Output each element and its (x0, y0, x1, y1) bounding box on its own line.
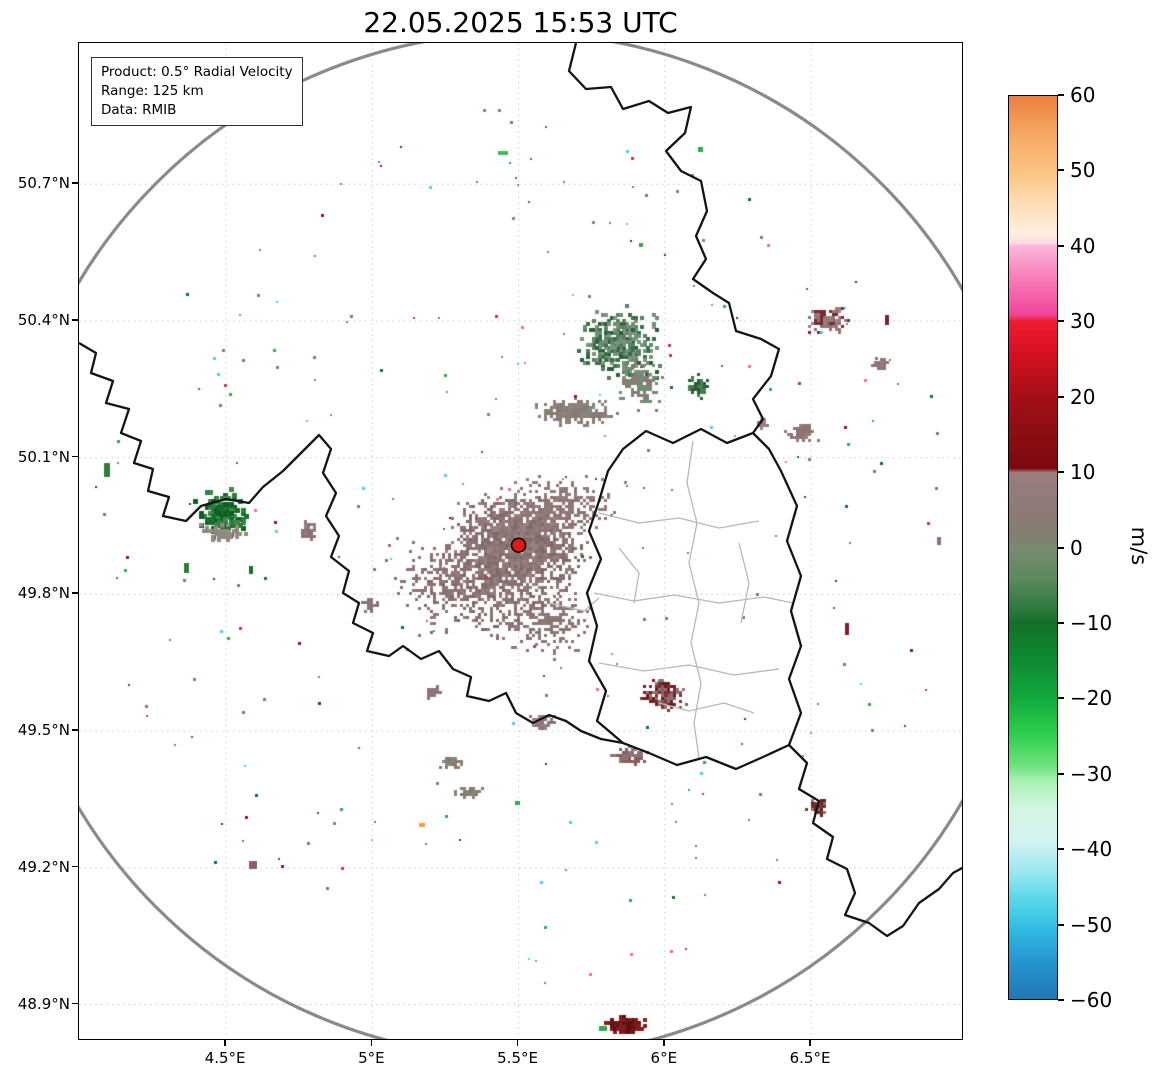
colorbar-tick-label: −20 (1070, 686, 1113, 711)
colorbar-tick-label: −50 (1070, 912, 1113, 937)
figure-title: 22.05.2025 15:53 UTC (363, 6, 678, 39)
colorbar-tick-mark (1058, 999, 1064, 1001)
lon-tick-mark (663, 1040, 665, 1046)
district-border-line (738, 542, 750, 624)
colorbar-tick-mark (1058, 621, 1064, 624)
country-border-line (788, 744, 962, 938)
lat-tick-mark (72, 592, 78, 594)
lon-tick-mark (516, 1040, 519, 1046)
colorbar-tick-label: −10 (1070, 610, 1113, 635)
colorbar-tick-mark (1058, 471, 1064, 474)
colorbar-tick-mark (1058, 320, 1064, 323)
country-border-line (567, 43, 781, 434)
colorbar-unit-label: m/s (1127, 526, 1152, 566)
lon-tick-label: 4.5°E (204, 1049, 246, 1067)
colorbar-tick-mark (1058, 848, 1064, 851)
colorbar-tick-mark (1058, 169, 1064, 172)
colorbar-gradient (1009, 96, 1057, 999)
lat-tick-label: 49.5°N (17, 721, 70, 740)
colorbar-tick-label: 30 (1070, 309, 1096, 334)
colorbar-tick-label: −30 (1070, 761, 1113, 786)
colorbar-tick-label: −40 (1070, 837, 1113, 862)
colorbar-tick-label: 50 (1070, 158, 1096, 183)
range-line: Range: 125 km (101, 83, 204, 100)
colorbar-tick-mark (1058, 395, 1064, 398)
lon-tick-label: 5°E (358, 1049, 385, 1067)
product-info-box: Product: 0.5° Radial Velocity Range: 125… (91, 57, 303, 127)
borders-layer (79, 43, 962, 938)
colorbar-tick-label: −60 (1070, 988, 1113, 1012)
lat-tick-mark (72, 729, 78, 731)
lat-tick-label: 48.9°N (17, 994, 70, 1013)
colorbar-tick-label: 60 (1070, 83, 1096, 107)
lon-tick-label: 6°E (650, 1049, 678, 1067)
lat-tick-mark (72, 865, 78, 868)
colorbar-tick-mark (1058, 697, 1064, 700)
district-border-line (618, 547, 640, 604)
colorbar (1008, 95, 1058, 1000)
lat-tick-mark (72, 318, 78, 321)
colorbar-tick-label: 40 (1070, 233, 1096, 258)
map-plot-area: Product: 0.5° Radial Velocity Range: 125… (78, 42, 963, 1040)
lat-tick-mark (72, 1002, 78, 1005)
colorbar-tick-mark (1058, 772, 1064, 775)
district-border-line (593, 592, 794, 604)
lon-tick-label: 6.5°E (789, 1049, 831, 1067)
country-border-line (585, 427, 803, 771)
product-line: Product: 0.5° Radial Velocity (101, 64, 293, 80)
lat-tick-label: 49.2°N (17, 857, 70, 876)
data-source-line: Data: RMIB (101, 102, 177, 119)
colorbar-tick-mark (1058, 244, 1064, 247)
lat-tick-label: 50.4°N (17, 310, 70, 329)
district-border-line (548, 597, 600, 612)
lat-tick-label: 50.7°N (17, 174, 70, 193)
radar-site-marker (510, 537, 527, 553)
lon-tick-mark (809, 1040, 811, 1046)
district-borders (548, 440, 794, 759)
lat-tick-label: 49.8°N (17, 584, 70, 603)
lon-tick-mark (224, 1040, 226, 1046)
colorbar-tick-mark (1058, 94, 1064, 96)
country-borders (79, 43, 962, 938)
colorbar-tick-label: 20 (1070, 384, 1096, 409)
colorbar-tick-label: 0 (1070, 535, 1083, 560)
lon-tick-mark (370, 1040, 373, 1046)
lat-tick-mark (72, 455, 78, 458)
district-border-line (658, 702, 755, 714)
district-border-line (598, 512, 760, 529)
colorbar-tick-mark (1058, 546, 1064, 549)
lon-tick-label: 5.5°E (497, 1049, 538, 1067)
lat-tick-mark (72, 182, 78, 184)
colorbar-tick-mark (1058, 923, 1064, 926)
district-border-line (598, 662, 780, 676)
colorbar-tick-label: 10 (1070, 460, 1096, 485)
country-border-line (79, 342, 624, 745)
lat-tick-label: 50.1°N (17, 447, 70, 466)
